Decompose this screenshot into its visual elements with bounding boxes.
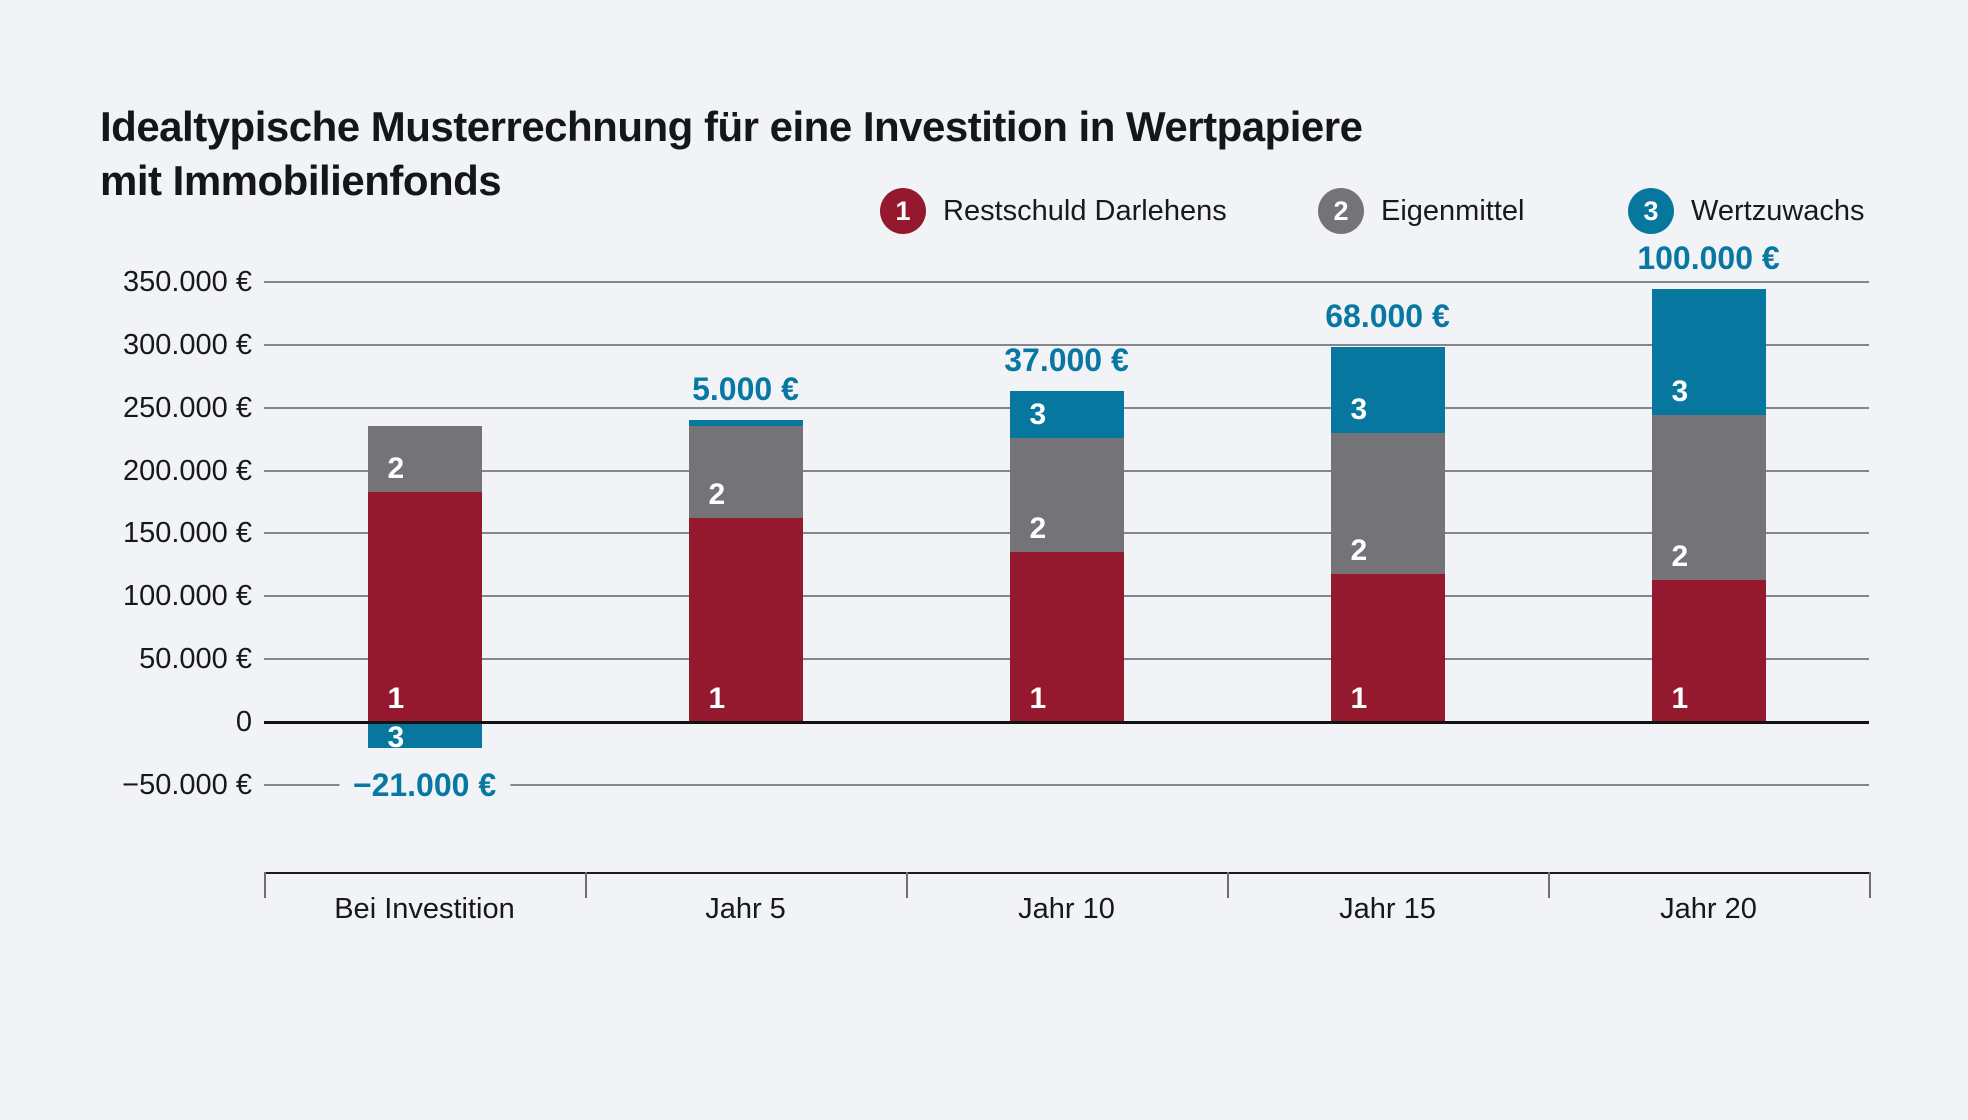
bar-segment-eigenmittel (367, 426, 482, 492)
y-tick-label: 250.000 € (122, 391, 252, 424)
y-tick-label: 200.000 € (122, 454, 252, 487)
x-axis-label: Jahr 10 (1018, 893, 1115, 925)
bar-segment-restschuld (1651, 579, 1766, 722)
segment-number-label: 3 (1029, 397, 1047, 431)
legend-label-restschuld: Restschuld Darlehens (943, 194, 1227, 227)
y-grid-line (264, 280, 1869, 283)
wertzuwachs-value-label: 5.000 € (692, 371, 799, 408)
legend-marker-3-icon: 3 (1628, 188, 1674, 234)
x-axis-tick (585, 872, 587, 898)
legend-marker-1-icon: 1 (880, 188, 926, 234)
legend-item-wertzuwachs: 3 Wertzuwachs (1628, 188, 1865, 234)
segment-number-label: 1 (1350, 682, 1368, 715)
segment-number-label: 1 (387, 682, 405, 715)
zero-axis-line (264, 720, 1869, 724)
wertzuwachs-value-label: 37.000 € (1004, 342, 1129, 379)
x-axis-tick (1869, 872, 1871, 898)
x-axis-label: Bei Investition (334, 893, 515, 925)
bar-segment-wertzuwachs (688, 420, 803, 427)
y-tick-label: −50.000 € (122, 768, 252, 801)
y-tick-label: 100.000 € (122, 580, 252, 613)
bar-segment-wertzuwachs (367, 722, 482, 749)
bar-segment-restschuld (1330, 573, 1445, 722)
bar-segment-restschuld (688, 518, 803, 722)
bar-segment-eigenmittel (688, 426, 803, 519)
y-tick-label: 350.000 € (122, 265, 252, 298)
y-tick-label: 50.000 € (139, 643, 252, 676)
x-axis-label: Jahr 5 (705, 893, 786, 925)
y-grid-line (264, 343, 1869, 346)
legend-marker-2-icon: 2 (1318, 188, 1364, 234)
segment-number-label: 3 (387, 721, 405, 755)
bar-segment-eigenmittel (1330, 432, 1445, 574)
wertzuwachs-value-label: −21.000 € (338, 765, 511, 804)
segment-number-label: 2 (708, 478, 726, 512)
segment-number-label: 3 (1350, 392, 1368, 426)
x-axis-line (264, 872, 1871, 874)
bar-segment-restschuld (367, 491, 482, 722)
y-grid-line (264, 783, 1869, 786)
segment-number-label: 2 (1350, 533, 1368, 567)
segment-number-label: 1 (1671, 682, 1689, 715)
bar-segment-wertzuwachs (1651, 289, 1766, 416)
wertzuwachs-value-label: 100.000 € (1637, 240, 1780, 277)
legend-label-eigenmittel: Eigenmittel (1381, 194, 1525, 227)
chart-title-line1: Idealtypische Musterrechnung für eine In… (100, 103, 1363, 150)
legend-label-wertzuwachs: Wertzuwachs (1691, 194, 1865, 227)
bar-segment-wertzuwachs (1330, 347, 1445, 433)
bar-segment-eigenmittel (1009, 437, 1124, 553)
bar-segment-eigenmittel (1651, 415, 1766, 580)
x-axis-label: Jahr 20 (1660, 893, 1757, 925)
segment-number-label: 1 (1029, 682, 1047, 715)
segment-number-label: 1 (708, 682, 726, 715)
legend-item-restschuld: 1 Restschuld Darlehens (880, 188, 1227, 234)
x-axis-label: Jahr 15 (1339, 893, 1436, 925)
bar-segment-wertzuwachs (1009, 391, 1124, 438)
y-tick-label: 0 (235, 706, 252, 738)
x-axis-tick (1227, 872, 1229, 898)
chart-title: Idealtypische Musterrechnung für eine In… (100, 100, 1820, 208)
y-tick-label: 150.000 € (122, 517, 252, 550)
bar-segment-restschuld (1009, 552, 1124, 722)
x-axis-tick (264, 872, 266, 898)
segment-number-label: 3 (1671, 375, 1689, 409)
y-tick-label: 300.000 € (122, 328, 252, 361)
chart-title-line2: mit Immobilienfonds (100, 157, 502, 204)
segment-number-label: 2 (387, 451, 405, 485)
wertzuwachs-value-label: 68.000 € (1325, 298, 1450, 335)
x-axis-tick (906, 872, 908, 898)
legend-item-eigenmittel: 2 Eigenmittel (1318, 188, 1524, 234)
segment-number-label: 2 (1029, 512, 1047, 546)
x-axis-tick (1548, 872, 1550, 898)
segment-number-label: 2 (1671, 539, 1689, 573)
